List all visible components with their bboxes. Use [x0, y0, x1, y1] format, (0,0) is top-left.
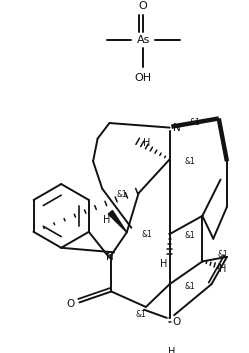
Text: O: O: [173, 317, 181, 328]
Text: &1: &1: [217, 250, 228, 259]
Text: H: H: [143, 138, 150, 148]
Text: &1: &1: [184, 232, 195, 240]
Text: N: N: [106, 252, 113, 262]
Text: &1: &1: [190, 118, 200, 127]
Text: As: As: [136, 35, 150, 45]
Text: &1: &1: [184, 157, 195, 166]
Polygon shape: [108, 210, 127, 232]
Text: &1: &1: [184, 282, 195, 291]
Text: &1: &1: [141, 229, 152, 239]
Text: H: H: [168, 347, 175, 353]
Text: H: H: [219, 264, 226, 274]
Text: &1: &1: [136, 310, 147, 319]
Text: OH: OH: [135, 73, 152, 83]
Text: H: H: [103, 215, 110, 225]
Text: N: N: [173, 122, 181, 133]
Text: &1: &1: [117, 191, 127, 199]
Text: O: O: [139, 1, 148, 11]
Text: H: H: [160, 259, 168, 269]
Text: O: O: [66, 299, 74, 309]
